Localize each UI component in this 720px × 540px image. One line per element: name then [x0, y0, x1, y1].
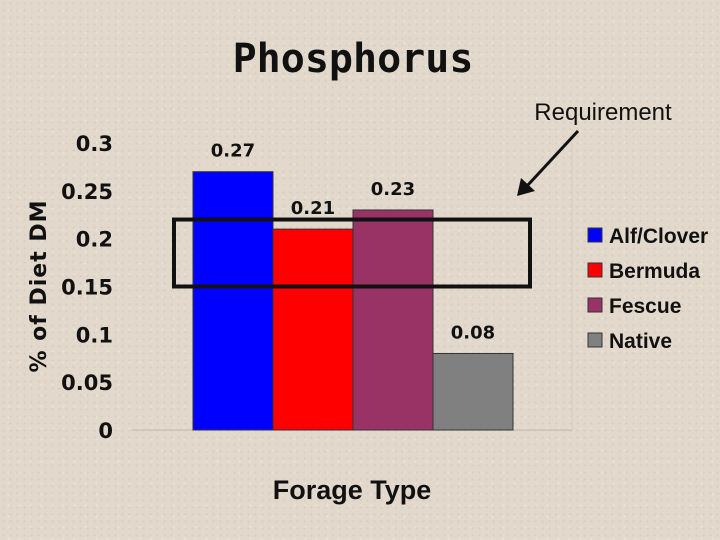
data-label: 0.08: [451, 322, 495, 343]
legend-label: Fescue: [609, 295, 681, 318]
y-tick-label: 0.1: [76, 323, 113, 347]
data-label: 0.23: [371, 179, 415, 200]
y-tick-label: 0.05: [61, 371, 113, 395]
chart-title: Phosphorus: [233, 36, 474, 82]
y-tick-labels: 0 0.05 0.1 0.15 0.2 0.25 0.3: [61, 132, 113, 443]
bar-fescue: [352, 209, 434, 431]
legend-label: Alf/Clover: [609, 225, 708, 248]
data-labels: 0.27 0.21 0.23 0.08: [211, 141, 495, 344]
legend-label: Native: [609, 330, 672, 353]
y-tick-label: 0.2: [76, 228, 113, 252]
requirement-annotation: Requirement: [534, 99, 672, 126]
y-tick-label: 0.3: [76, 132, 113, 156]
y-tick-label: 0.15: [61, 276, 113, 300]
data-label: 0.27: [211, 141, 255, 162]
legend-swatch: [587, 297, 603, 313]
requirement-arrow-head: [517, 178, 535, 196]
bar-alf-clover: [192, 171, 274, 431]
bar-native: [432, 352, 514, 431]
data-label: 0.21: [291, 198, 335, 219]
y-axis-label: % of Diet DM: [27, 199, 52, 372]
legend-label: Bermuda: [609, 260, 700, 283]
requirement-arrow-line: [525, 129, 580, 188]
bars: [192, 171, 514, 431]
requirement-box: [172, 217, 532, 289]
legend-swatch: [587, 262, 603, 278]
x-axis-label: Forage Type: [273, 475, 432, 505]
legend-swatch: [587, 227, 603, 243]
y-tick-label: 0.25: [61, 180, 113, 204]
legend: Alf/Clover Bermuda Fescue Native: [587, 225, 708, 353]
bar-bermuda: [272, 228, 354, 431]
y-tick-label: 0: [98, 419, 113, 443]
legend-swatch: [587, 332, 603, 348]
